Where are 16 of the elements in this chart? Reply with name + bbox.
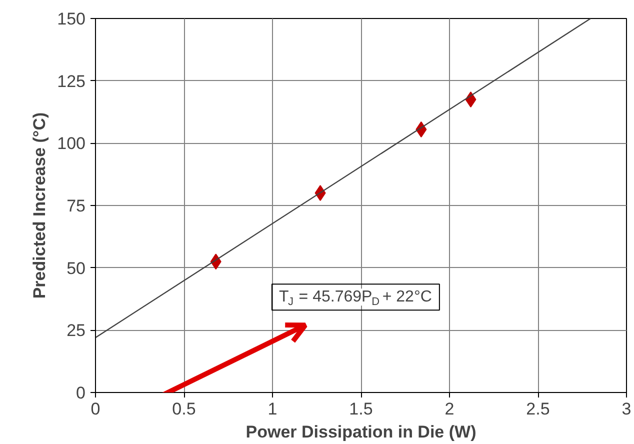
y-tick-label: 50	[66, 258, 86, 278]
x-tick-label: 3	[622, 400, 632, 418]
y-tick-label: 150	[57, 10, 86, 28]
y-tick-label: 75	[66, 196, 86, 216]
y-tick-label: 125	[57, 72, 86, 91]
x-tick-label: 2	[444, 400, 454, 418]
x-axis-title: Power Dissipation in Die (W)	[246, 422, 476, 442]
y-tick-label: 100	[57, 134, 86, 154]
y-tick-label: 25	[66, 321, 86, 340]
x-tick-label: 2.5	[526, 400, 550, 418]
y-tick-label: 0	[76, 384, 86, 402]
x-tick-label: 1.5	[349, 400, 373, 418]
x-tick-label: 0.5	[172, 400, 196, 418]
x-tick-label: 0	[90, 400, 100, 418]
x-tick-label: 1	[268, 400, 278, 418]
y-axis-title: Predicted Increase (°C)	[30, 112, 50, 299]
